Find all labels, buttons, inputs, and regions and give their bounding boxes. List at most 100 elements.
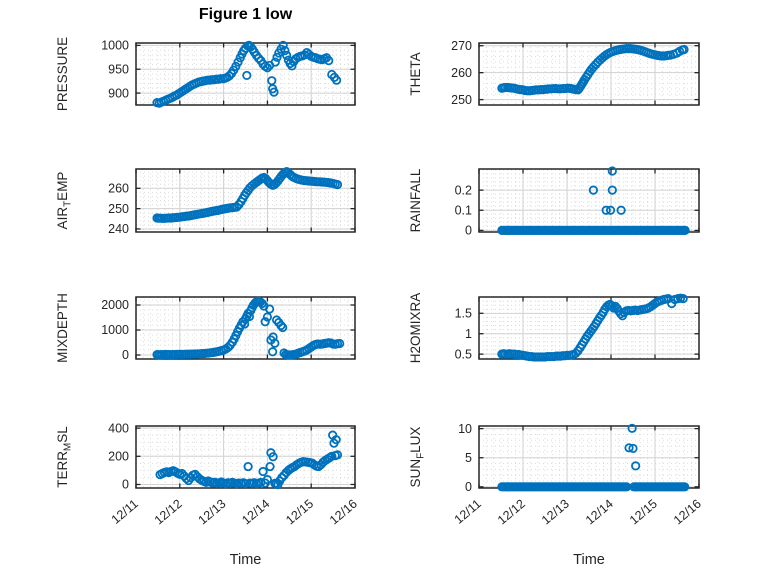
data-point — [278, 40, 288, 50]
plot-sun_flux: 0 5 10 12/11 12/12 12/13 12/14 12/15 12/16 SUNFLU… — [408, 422, 704, 528]
x-tick-label: 12/14 — [583, 497, 616, 528]
subplot-sun-flux: 0 5 10 12/11 12/12 12/13 12/14 12/15 12/16 SUNFLU… — [408, 422, 704, 528]
data-point — [601, 205, 611, 215]
y-axis-label: MIXDEPTH — [55, 293, 70, 363]
data-point — [254, 53, 264, 63]
data-point — [627, 423, 637, 433]
x-tick-label: 12/14 — [239, 497, 272, 528]
data-point — [224, 71, 234, 81]
axes-box — [135, 296, 356, 360]
y-axis-label: TERRMSL — [55, 426, 74, 488]
scatter-points — [152, 40, 342, 108]
x-tick-label: 12/12 — [495, 497, 528, 528]
subplot-h2omixra: 0.5 1 1.5 H2OMIXRA — [408, 293, 700, 363]
tick-marks — [135, 169, 356, 232]
data-point — [262, 474, 272, 485]
y-tick-label: 0 — [465, 224, 472, 238]
data-point — [607, 185, 617, 195]
data-point — [628, 443, 638, 454]
x-tick-label: 12/13 — [196, 497, 229, 528]
plot-rainfall: 0 0.1 0.2 RAINFALL — [408, 166, 700, 238]
y-axis-label: THETA — [408, 52, 423, 95]
subplot-theta: 250 260 270 THETA — [408, 39, 700, 107]
x-tick-label: 12/15 — [627, 497, 660, 528]
data-point — [232, 202, 242, 212]
tick-marks — [135, 43, 356, 105]
axes-box — [478, 42, 700, 106]
data-point — [265, 461, 275, 472]
major-grid — [478, 169, 700, 232]
y-tick-label: 1000 — [101, 39, 129, 53]
data-point — [335, 338, 345, 349]
data-point — [268, 347, 278, 357]
data-point — [223, 342, 233, 353]
y-tick-label: 250 — [108, 202, 129, 216]
data-point — [287, 61, 297, 71]
x-tick-label: 12/11 — [109, 497, 141, 527]
subplot-pressure: 900 950 1000 PRESSURE — [55, 37, 356, 111]
plot-air_temp: 240 250 260 AIRTEMP — [55, 167, 356, 236]
data-point — [331, 435, 341, 445]
y-tick-label: 950 — [108, 62, 129, 76]
y-tick-label: 900 — [108, 86, 129, 100]
y-tick-label: 0 — [122, 348, 129, 362]
data-point — [631, 461, 641, 471]
data-point — [262, 312, 272, 322]
tick-marks — [478, 43, 700, 105]
y-tick-label: 1000 — [101, 323, 129, 337]
x-tick-label: 12/15 — [283, 497, 316, 528]
data-point — [605, 205, 616, 215]
y-tick-labels: 0 5 10 — [458, 422, 472, 494]
x-tick-labels: 12/11 12/12 12/13 12/14 12/15 12/16 — [452, 497, 704, 528]
y-tick-labels: 0 200 400 — [108, 421, 129, 491]
y-axis-label: RAINFALL — [408, 168, 423, 232]
data-point — [607, 166, 617, 176]
data-point — [571, 348, 581, 358]
y-tick-labels: 0 1000 2000 — [101, 298, 129, 362]
data-point — [678, 294, 688, 304]
scatter-points — [497, 423, 690, 492]
data-point — [272, 52, 282, 62]
minor-grid — [136, 426, 355, 488]
scatter-points — [155, 430, 343, 490]
y-axis-label: H2OMIXRA — [408, 293, 423, 364]
data-point — [680, 225, 690, 235]
data-point — [276, 320, 286, 331]
x-axis-label-left: Time — [229, 552, 262, 568]
data-point — [269, 87, 279, 97]
y-tick-label: 0.5 — [455, 347, 472, 361]
data-point — [243, 461, 253, 472]
x-tick-label: 12/16 — [671, 497, 704, 528]
y-tick-labels: 250 260 270 — [451, 39, 472, 107]
y-tick-label: 10 — [458, 422, 472, 436]
y-tick-label: 2000 — [101, 298, 129, 312]
axes-box — [478, 168, 700, 233]
data-point — [258, 466, 268, 477]
plot-mixdepth: 0 1000 2000 MIXDEPTH — [55, 293, 356, 363]
y-axis-label: AIRTEMP — [55, 172, 74, 230]
x-tick-label: 12/16 — [327, 497, 360, 528]
y-tick-label: 260 — [108, 182, 129, 196]
data-point — [268, 452, 278, 462]
data-point — [262, 63, 272, 73]
y-tick-label: 400 — [108, 421, 129, 435]
plot-pressure: 900 950 1000 PRESSURE — [55, 37, 356, 111]
data-point — [242, 70, 252, 81]
data-point — [270, 57, 280, 67]
x-tick-labels: 12/11 12/12 12/13 12/14 12/15 12/16 — [109, 497, 360, 528]
data-point — [624, 443, 634, 453]
axes-box — [478, 296, 700, 360]
y-tick-label: 0.1 — [455, 203, 472, 217]
data-point — [332, 450, 343, 460]
data-point — [240, 319, 250, 329]
y-tick-label: 5 — [465, 451, 472, 465]
y-tick-label: 250 — [451, 93, 472, 107]
data-point — [271, 315, 282, 325]
subplot-air-temp: 240 250 260 AIRTEMP — [55, 167, 356, 236]
data-point — [270, 338, 280, 348]
data-point — [264, 304, 275, 314]
minor-grid — [479, 169, 699, 232]
data-point — [679, 44, 689, 55]
y-axis-label: SUNFLUX — [408, 427, 427, 488]
